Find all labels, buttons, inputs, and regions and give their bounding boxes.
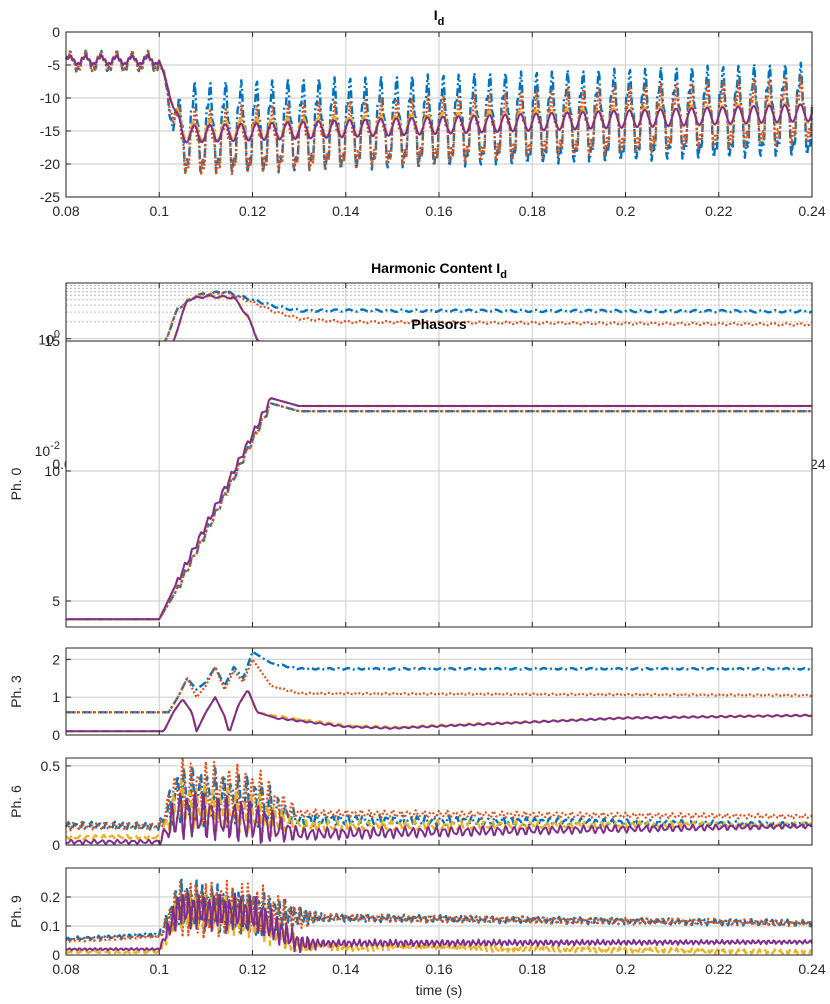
x-tick-label: 0.08 — [52, 961, 79, 977]
y-axis-label: Ph. 3 — [8, 675, 24, 708]
series-pi — [65, 290, 813, 359]
plot-title: Id — [434, 7, 445, 28]
x-tick-label: 0.14 — [332, 203, 359, 219]
plot-phasor-0: 5 10 15 Phasors Ph. 0 — [8, 316, 813, 628]
plot-phasor-6: 0 0.5 Ph. 6 — [8, 756, 813, 853]
x-tick-label: 0.18 — [519, 203, 546, 219]
y-tick-label: 0 — [52, 947, 60, 963]
series-pi-notch — [65, 879, 814, 943]
series-pi — [64, 49, 814, 175]
series-pi — [66, 650, 813, 714]
series-pi-notch — [66, 658, 813, 714]
x-tick-label: 0.24 — [798, 961, 825, 977]
x-tick-label: 0.1 — [150, 203, 170, 219]
y-tick-label: 0 — [52, 727, 60, 743]
series-pi-notch — [66, 402, 812, 621]
series-hmc-036 — [65, 53, 813, 144]
x-tick-label: 0.1 — [150, 961, 170, 977]
y-tick-label: 0.1 — [41, 918, 61, 934]
plot-phasor-3: 0 1 2 Ph. 3 — [8, 647, 813, 743]
x-tick-label: 0.18 — [519, 961, 546, 977]
y-tick-label: 2 — [52, 651, 60, 667]
series-pi-notch — [65, 756, 813, 832]
y-tick-label: 0.5 — [41, 758, 61, 774]
y-axis-label: Ph. 0 — [8, 467, 24, 500]
x-axis-label: time (s) — [416, 982, 463, 998]
plot-id: 0.08 0.1 0.12 0.14 0.16 0.18 0.2 0.22 0.24 -25 -20… — [40, 7, 826, 219]
series-hmc-03 — [65, 779, 813, 841]
series-hmc-036 — [65, 791, 813, 846]
y-tick-label: 15 — [44, 333, 60, 349]
y-tick-label: 100 — [38, 329, 60, 348]
series-hmc-036 — [66, 397, 812, 621]
plot-title: Harmonic Content Id — [371, 260, 507, 281]
y-tick-label: -10 — [40, 90, 60, 106]
x-tick-label: 0.24 — [798, 203, 825, 219]
x-tick-label: 0.22 — [705, 203, 732, 219]
y-axis-label: Ph. 6 — [8, 785, 24, 818]
x-tick-label: 0.16 — [425, 203, 452, 219]
y-tick-label: 10 — [44, 463, 60, 479]
x-tick-label: 0.2 — [616, 203, 636, 219]
y-tick-label: 5 — [52, 593, 60, 609]
y-tick-label: 0 — [52, 837, 60, 853]
y-tick-label: 1 — [52, 689, 60, 705]
y-tick-label: 10-2 — [35, 440, 60, 459]
x-tick-label: 0.14 — [332, 961, 359, 977]
x-tick-label: 0.16 — [425, 961, 452, 977]
plot-phasor-9: 0.08 0.1 0.12 0.14 0.16 0.18 0.2 0.22 0.24 0 0.1 0.… — [8, 867, 826, 998]
y-tick-label: -15 — [40, 123, 60, 139]
series-hmc-036 — [66, 690, 813, 733]
y-tick-label: 0 — [52, 24, 60, 40]
y-tick-label: -20 — [40, 156, 60, 172]
y-tick-label: -5 — [48, 57, 61, 73]
plot-title: Phasors — [411, 316, 466, 332]
x-tick-label: 0.2 — [616, 961, 636, 977]
series-pi — [66, 402, 812, 621]
x-tick-label: 0.22 — [705, 961, 732, 977]
x-tick-label: 0.08 — [52, 203, 79, 219]
y-axis-label: Ph. 9 — [8, 895, 24, 928]
y-tick-label: 0.2 — [41, 889, 61, 905]
y-tick-label: -25 — [40, 189, 60, 205]
x-tick-label: 0.12 — [239, 961, 266, 977]
x-tick-label: 0.12 — [239, 203, 266, 219]
series-hmc-036 — [65, 892, 813, 954]
